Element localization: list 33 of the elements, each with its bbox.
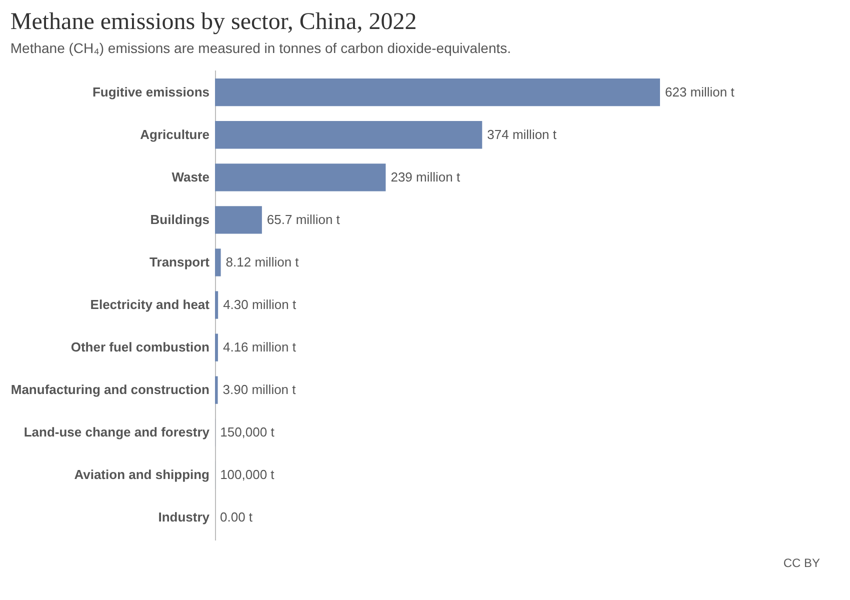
bar (215, 206, 262, 234)
bar (215, 78, 660, 106)
chart-subtitle: Methane (CH₄) emissions are measured in tonnes of carbon dioxide-equivalents. (10, 40, 512, 56)
data-label: 100,000 t (220, 467, 275, 482)
y-tick-label: Fugitive emissions (92, 84, 210, 100)
data-label: 65.7 million t (266, 212, 340, 227)
bar (215, 334, 218, 362)
data-label: 4.30 million t (223, 297, 296, 312)
data-label: 239 million t (390, 169, 460, 184)
data-label: 8.12 million t (226, 254, 300, 270)
bar (215, 376, 218, 404)
data-label: 3.90 million t (222, 382, 296, 398)
data-label: 0.00 t (220, 510, 253, 525)
y-tick-label: Industry (158, 510, 210, 525)
data-label: 150,000 t (220, 424, 275, 440)
bar (215, 291, 218, 319)
data-label: 374 million t (487, 126, 557, 142)
text: CC BY (783, 556, 820, 570)
bar (215, 121, 482, 149)
y-tick-label: Buildings (150, 212, 210, 227)
y-tick-label: Transport (150, 254, 210, 270)
y-tick-label: Waste (172, 169, 210, 184)
bar (215, 164, 386, 192)
chart-title: Methane emissions by sector, China, 2022 (10, 9, 417, 35)
y-tick-label: Land-use change and forestry (24, 424, 210, 440)
data-label: 4.16 million t (222, 340, 296, 355)
y-tick-label: Agriculture (140, 126, 210, 142)
data-label: 623 million t (665, 84, 735, 100)
y-tick-label: Electricity and heat (90, 297, 210, 312)
bar (215, 248, 221, 276)
y-tick-label: Other fuel combustion (70, 340, 210, 355)
y-tick-label: Aviation and shipping (74, 467, 210, 482)
y-tick-label: Manufacturing and construction (10, 382, 210, 398)
